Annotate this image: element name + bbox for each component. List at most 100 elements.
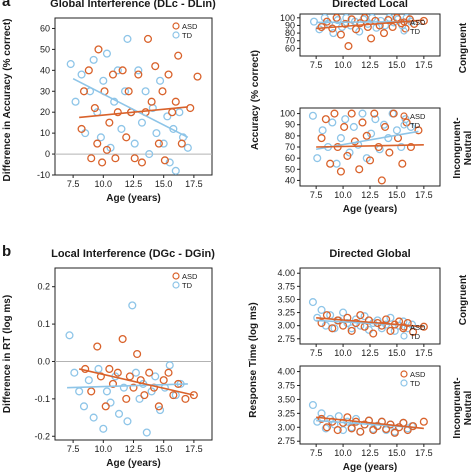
asd-point: [140, 391, 149, 400]
td-point: [175, 108, 184, 117]
td-trend-line: [67, 383, 188, 389]
asd-point: [129, 383, 138, 392]
y-tick-label: -10: [37, 170, 50, 180]
asd-point: [381, 122, 390, 131]
side-label-incongruent-b-1: Incongruent-: [452, 377, 463, 438]
legend-asd-marker: [400, 18, 408, 26]
x-tick-label: 17.5: [415, 448, 433, 458]
asd-point: [145, 368, 154, 377]
td-point: [347, 324, 356, 333]
asd-point: [98, 158, 107, 167]
td-point: [392, 126, 401, 135]
legend-td-label: TD: [410, 379, 421, 388]
chart-title: Local Interference (DGc - DGin): [51, 248, 215, 260]
td-point: [371, 115, 380, 124]
td-point: [89, 55, 98, 64]
x-tick-label: 12.5: [125, 444, 143, 454]
asd-point: [101, 402, 110, 411]
x-tick-label: 12.5: [125, 179, 143, 189]
side-label-incongruent-a-1: Incongruent-: [452, 117, 463, 178]
y-tick-label: 100: [280, 13, 295, 23]
x-tick-label: 7.5: [67, 179, 80, 189]
asd-point: [164, 368, 173, 377]
y-tick-label: 40: [285, 175, 295, 185]
asd-point: [93, 139, 102, 148]
td-point: [119, 383, 128, 392]
x-axis-label: Age (years): [106, 193, 160, 204]
asd-point: [108, 70, 118, 79]
x-tick-label: 15.0: [155, 444, 173, 454]
x-tick-label: 12.5: [361, 60, 379, 70]
x-tick-label: 17.5: [415, 190, 433, 200]
y-tick-label: 3.50: [277, 394, 295, 404]
asd-point: [94, 45, 103, 54]
td-point: [349, 122, 358, 131]
asd-trend-line: [79, 106, 188, 119]
asd-point: [133, 349, 142, 359]
asd-point: [122, 133, 131, 142]
asd-point: [143, 34, 153, 43]
legend-td-label: TD: [182, 31, 193, 40]
asd-point: [358, 118, 367, 127]
side-label-incongruent-b-2: Neutral: [463, 391, 474, 426]
td-point: [113, 66, 122, 75]
legend-td-marker: [400, 121, 408, 129]
y-tick-label: 4.00: [277, 268, 295, 278]
plot-marks: [65, 301, 198, 437]
x-tick-label: 10.0: [95, 179, 113, 189]
plot-marks: [308, 298, 428, 338]
asd-point: [169, 391, 178, 400]
asd-point: [125, 372, 134, 381]
legend-td-label: TD: [410, 121, 421, 130]
y-axis-label: Difference in RT (log ms): [2, 295, 13, 413]
panel-letter-b: b: [2, 243, 11, 260]
td-point: [156, 406, 165, 415]
asd-point: [399, 418, 408, 427]
x-tick-label: 17.5: [185, 444, 203, 454]
td-point: [329, 29, 338, 38]
asd-point: [317, 134, 326, 143]
asd-point: [174, 51, 183, 60]
asd-point: [111, 154, 120, 163]
td-point: [315, 25, 324, 34]
x-tick-label: 15.0: [388, 190, 406, 200]
td-point: [156, 76, 165, 85]
asd-point: [356, 427, 365, 436]
x-tick-label: 15.0: [388, 348, 406, 358]
asd-point: [134, 70, 143, 79]
y-tick-label: 3.00: [277, 321, 295, 331]
asd-point: [79, 87, 89, 96]
td-point: [317, 409, 326, 418]
td-point: [406, 122, 415, 131]
asd-point: [398, 159, 407, 168]
x-tick-label: 15.0: [388, 448, 406, 458]
x-tick-label: 10.0: [334, 190, 352, 200]
legend-td-label: TD: [410, 332, 421, 341]
asd-point: [90, 103, 99, 113]
asd-point: [113, 108, 122, 117]
asd-point: [373, 422, 382, 431]
asd-point: [347, 424, 356, 433]
td-point: [376, 16, 385, 25]
asd-point: [347, 109, 356, 118]
x-tick-label: 17.5: [185, 179, 203, 189]
td-point: [123, 34, 132, 43]
td-point: [341, 115, 350, 124]
y-tick-label: 0.0: [37, 356, 50, 366]
y-tick-label: 80: [285, 131, 295, 141]
x-tick-label: 12.5: [361, 448, 379, 458]
asd-point: [343, 151, 352, 160]
td-point: [130, 139, 139, 148]
asd-point: [186, 103, 195, 113]
y-tick-label: 70: [285, 142, 295, 152]
asd-point: [356, 19, 365, 28]
chart-title: Global Interference (DLc - DLin): [50, 0, 216, 10]
asd-point: [177, 139, 186, 148]
td-point: [386, 313, 395, 322]
td-point: [367, 129, 376, 138]
asd-point: [370, 109, 379, 118]
td-point: [183, 143, 192, 152]
asd-point: [137, 158, 147, 167]
td-point: [84, 376, 93, 385]
